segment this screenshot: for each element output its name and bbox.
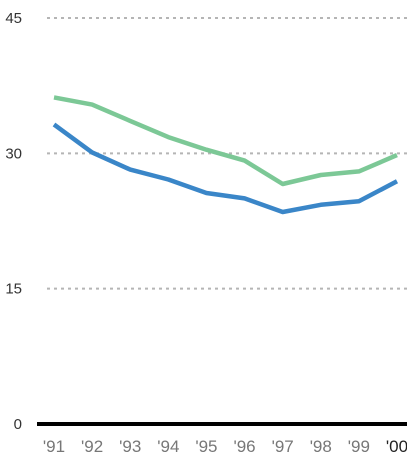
x-tick-label-2: '93 (119, 437, 141, 456)
y-tick-label-15: 15 (5, 281, 22, 298)
series-lines (52, 95, 399, 215)
y-tick-label-45: 45 (5, 10, 22, 27)
x-tick-label-1: '92 (81, 437, 103, 456)
y-tick-label-0: 0 (14, 416, 22, 433)
x-tick-label-6: '97 (272, 437, 294, 456)
x-tick-label-3: '94 (157, 437, 179, 456)
x-tick-label-0: '91 (43, 437, 65, 456)
x-tick-label-7: '98 (310, 437, 332, 456)
y-tick-label-30: 30 (5, 145, 22, 162)
x-tick-label-4: '95 (195, 437, 217, 456)
x-tick-label-5: '96 (233, 437, 255, 456)
series-line-2 (52, 122, 399, 215)
x-tick-label-8: '99 (348, 437, 370, 456)
x-tick-label-9: '00 (386, 437, 407, 456)
series-line-1 (53, 95, 398, 187)
x-axis-tick-labels: '91 '92 '93 '94 '95 '96 '97 '98 '99 '00 (43, 437, 407, 456)
y-axis-tick-labels: 0 15 30 45 (5, 10, 22, 433)
